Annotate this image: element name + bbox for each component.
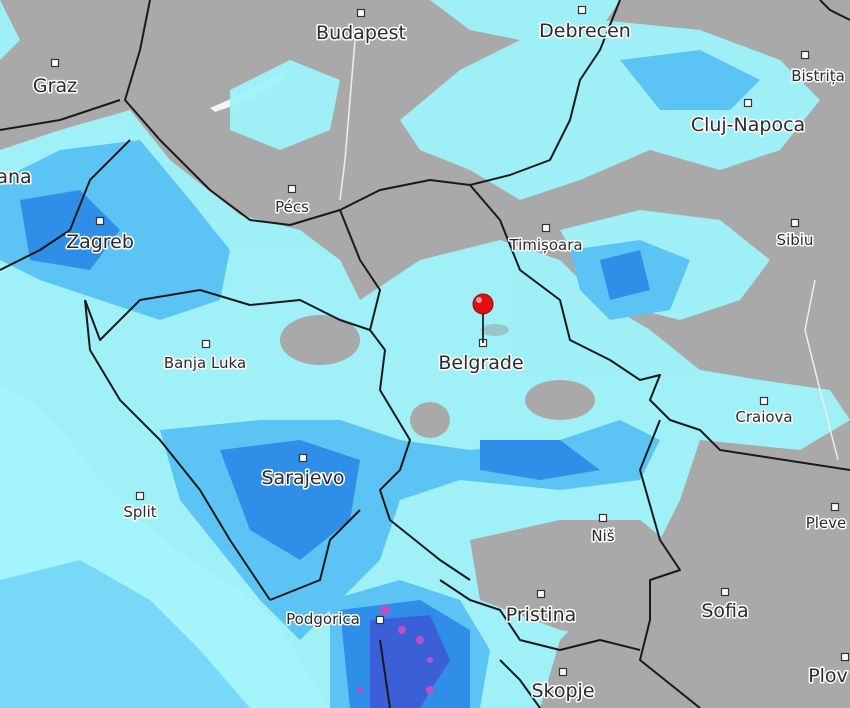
city-marker bbox=[298, 453, 308, 463]
city-label: Skopje bbox=[531, 680, 594, 702]
city-marker bbox=[95, 216, 105, 226]
city-belgrade[interactable]: Belgrade bbox=[437, 338, 525, 376]
city-label: Graz bbox=[33, 75, 77, 97]
city-skopje[interactable]: Skopje bbox=[530, 667, 596, 704]
danube-river bbox=[339, 39, 356, 201]
city-label: Pristina bbox=[506, 604, 577, 626]
city-label: Budapest bbox=[316, 22, 406, 44]
city-label: Sarajevo bbox=[262, 467, 345, 489]
city-marker bbox=[743, 98, 753, 108]
city-label: Cluj-Napoca bbox=[691, 114, 805, 136]
city-marker bbox=[375, 615, 385, 625]
location-pin-icon[interactable] bbox=[472, 293, 509, 343]
city-marker bbox=[840, 652, 850, 662]
city-label: Timișoara bbox=[508, 236, 582, 254]
city-marker bbox=[356, 8, 366, 18]
rain-extreme bbox=[357, 605, 434, 694]
city-label: Podgorica bbox=[286, 610, 360, 628]
city-label: Craiova bbox=[735, 408, 792, 426]
city-banja-luka[interactable]: Banja Luka bbox=[162, 339, 248, 374]
city-marker bbox=[800, 50, 810, 60]
city-ni-[interactable]: Niš bbox=[590, 513, 616, 547]
dry-areas bbox=[280, 315, 850, 708]
city-marker bbox=[135, 491, 145, 501]
city-label: Plov bbox=[808, 665, 848, 687]
city-cluj-napoca[interactable]: Cluj-Napoca bbox=[689, 98, 807, 138]
city-label: Niš bbox=[591, 527, 614, 545]
city-marker bbox=[759, 396, 769, 406]
city-labels: Budapest Debrecen Graz Bistrița Cluj-Napoca a… bbox=[0, 5, 850, 704]
rain-very-heavy bbox=[370, 615, 450, 708]
city-label: Sibiu bbox=[777, 231, 814, 249]
city-marker bbox=[541, 223, 551, 233]
city-marker bbox=[790, 218, 800, 228]
city-label: Bistrița bbox=[791, 67, 845, 85]
city-label: Pleve bbox=[806, 514, 847, 532]
city-sarajevo[interactable]: Sarajevo bbox=[260, 453, 346, 491]
city-p-cs[interactable]: Pécs bbox=[274, 184, 311, 218]
city-marker bbox=[558, 667, 568, 677]
city-bistri-a[interactable]: Bistrița bbox=[790, 50, 846, 87]
city-podgorica[interactable]: Podgorica bbox=[285, 609, 385, 630]
city-craiova[interactable]: Craiova bbox=[734, 396, 794, 428]
city-sofia[interactable]: Sofia bbox=[700, 587, 750, 624]
olt-river bbox=[804, 279, 839, 461]
city-label: Pécs bbox=[275, 198, 309, 216]
city-label: Sofia bbox=[701, 600, 748, 622]
city-label: Debrecen bbox=[539, 20, 631, 42]
rain-heavy bbox=[20, 190, 650, 708]
city-marker bbox=[720, 587, 730, 597]
city-plov[interactable]: Plov bbox=[807, 652, 850, 689]
city-label: Zagreb bbox=[66, 231, 134, 253]
city-marker bbox=[50, 58, 60, 68]
city-marker bbox=[598, 513, 608, 523]
city-label: Belgrade bbox=[438, 352, 523, 374]
city-budapest[interactable]: Budapest bbox=[315, 8, 407, 46]
city-pristina[interactable]: Pristina bbox=[504, 589, 578, 628]
city-marker bbox=[201, 339, 211, 349]
city-label: ana bbox=[0, 166, 32, 188]
city-graz[interactable]: Graz bbox=[31, 58, 79, 99]
city-marker bbox=[830, 502, 840, 512]
city-label: Split bbox=[123, 503, 156, 521]
city-pleve[interactable]: Pleve bbox=[804, 502, 848, 534]
city-sibiu[interactable]: Sibiu bbox=[775, 218, 815, 251]
city-marker bbox=[536, 589, 546, 599]
city-timi-oara[interactable]: Timișoara bbox=[507, 223, 584, 256]
city-marker bbox=[287, 184, 297, 194]
city-marker bbox=[577, 5, 587, 15]
city-label: Banja Luka bbox=[164, 354, 246, 372]
city-debrecen[interactable]: Debrecen bbox=[538, 5, 632, 44]
city-ana[interactable]: ana bbox=[0, 165, 33, 190]
city-zagreb[interactable]: Zagreb bbox=[65, 216, 135, 255]
city-split[interactable]: Split bbox=[122, 491, 158, 523]
